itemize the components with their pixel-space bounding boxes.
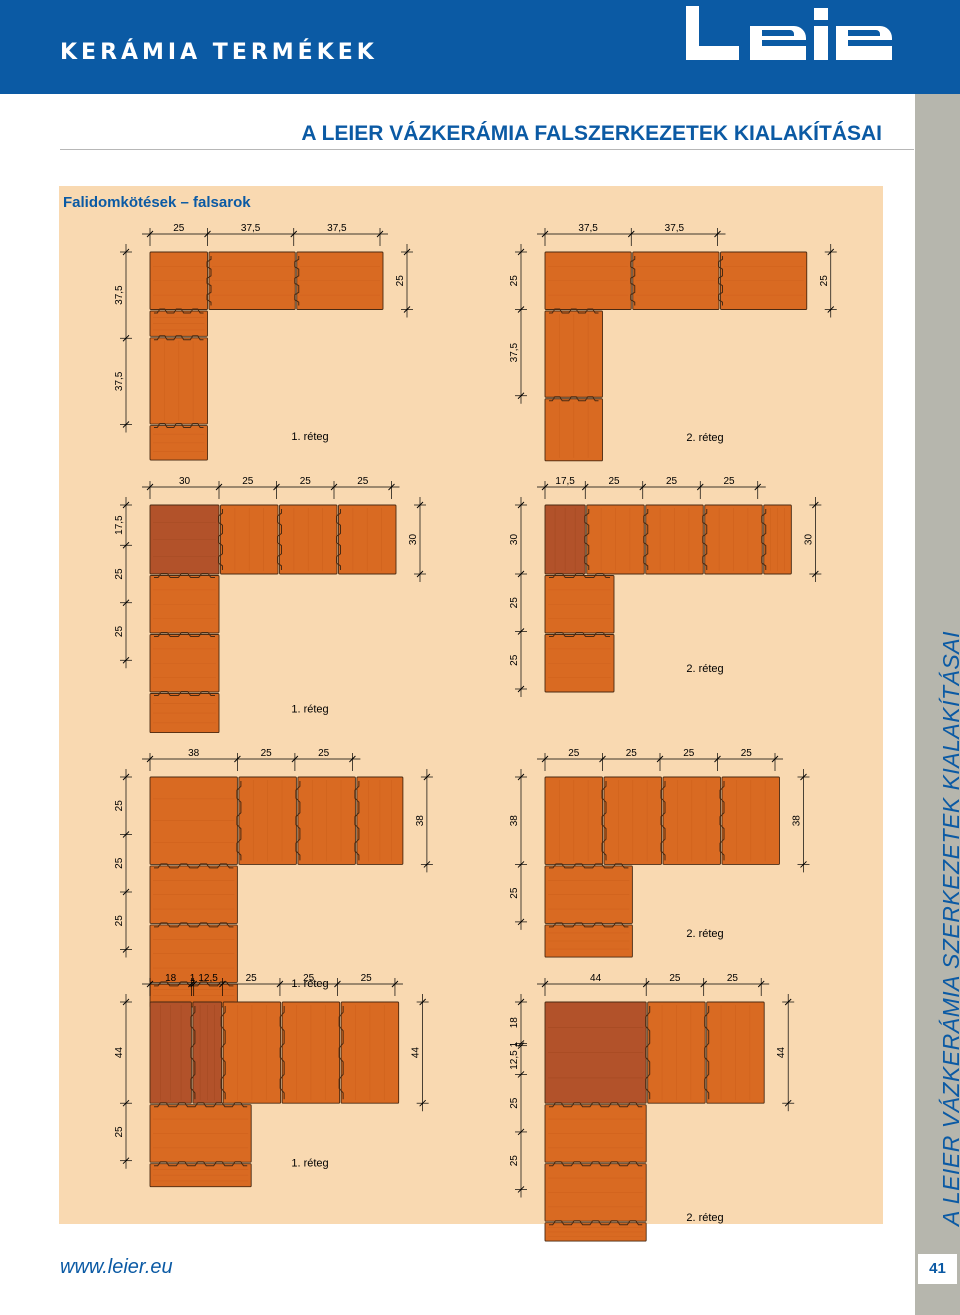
r4-layer1-dim-left-1: 25: [114, 1126, 125, 1138]
r2-layer1-dim-top-3: 25: [357, 476, 369, 487]
r4-layer1-dim-top-2: 12,5: [198, 973, 218, 984]
r3-layer2-dim-top-1: 25: [626, 748, 638, 759]
r4-layer1-dim-top-5: 25: [361, 973, 373, 984]
r2-layer1-dim-left-0: 17,5: [114, 515, 125, 535]
r3-layer1-dim-top-2: 25: [318, 748, 330, 759]
r3-layer2-dim-left-0: 38: [509, 815, 520, 827]
page-number: 41: [929, 1260, 946, 1277]
r3-layer1-dim-left-2: 25: [114, 915, 125, 927]
diagram-r2-layer2: 17,5 25 25 25 30 25 25 30 2. réteg: [509, 476, 822, 697]
leier-logo: [686, 6, 892, 60]
footer-url[interactable]: www.leier.eu: [60, 1256, 173, 1278]
r4-layer2-dim-top-0: 44: [590, 973, 602, 984]
diagram-r2-layer1: 30 25 25 25 17,5 25 25 30 1. réteg: [114, 476, 426, 734]
r2-layer1-dim-left-2: 25: [114, 626, 125, 638]
r2-layer2-dim-right-0: 30: [803, 534, 814, 546]
r2-layer1-dim-left-1: 25: [114, 568, 125, 580]
r2-layer1-dim-top-1: 25: [242, 476, 254, 487]
r4-layer1-dim-top-1: 1: [190, 973, 196, 984]
r4-layer2-layer-label: 2. réteg: [686, 1212, 723, 1224]
r3-layer1-dim-top-1: 25: [261, 748, 273, 759]
diagram-r4-layer2: 44 25 25 18 1 12,5 25 25 44 2. réteg: [509, 973, 795, 1242]
r2-layer2-dim-left-2: 25: [509, 654, 520, 666]
r2-layer2-dim-top-0: 17,5: [555, 476, 575, 487]
r1-layer1-dim-top-0: 25: [173, 223, 185, 234]
r2-layer1-dim-top-2: 25: [300, 476, 312, 487]
r2-layer1-layer-label: 1. réteg: [291, 704, 328, 716]
r3-layer2-dim-top-2: 25: [683, 748, 695, 759]
r1-layer2-layer-label: 2. réteg: [686, 432, 723, 444]
r1-layer1-dim-left-0: 37,5: [114, 285, 125, 305]
r2-layer2-dim-left-1: 25: [509, 597, 520, 609]
title-divider: [60, 149, 914, 150]
r3-layer1-dim-top-0: 38: [188, 748, 200, 759]
section-title: Falidomkötések – falsarok: [63, 194, 251, 211]
header-bar: KERÁMIA TERMÉKEK: [0, 0, 960, 94]
r4-layer1-dim-left-0: 44: [114, 1047, 125, 1059]
r4-layer2-dim-left-1: 1: [509, 1041, 520, 1047]
r4-layer1-dim-right-0: 44: [411, 1047, 422, 1059]
r2-layer2-dim-top-2: 25: [666, 476, 678, 487]
diagram-r4-layer1: 18 1 12,5 25 25 25 44 25 44 1. réteg: [114, 973, 429, 1188]
r1-layer2-dim-top-1: 37,5: [665, 223, 685, 234]
r1-layer1-dim-top-2: 37,5: [327, 223, 347, 234]
r4-layer2-dim-left-3: 25: [509, 1097, 520, 1109]
page-title: A LEIER VÁZKERÁMIA FALSZERKEZETEK KIALAK…: [301, 122, 882, 145]
r3-layer2-dim-left-1: 25: [509, 887, 520, 899]
r4-layer2-dim-top-1: 25: [669, 973, 681, 984]
r4-layer1-dim-top-3: 25: [246, 973, 258, 984]
diagram-r3-layer2: 25 25 25 25 38 25 38 2. réteg: [509, 748, 810, 958]
r4-layer2-dim-left-4: 25: [509, 1155, 520, 1167]
category-title: KERÁMIA TERMÉKEK: [60, 40, 378, 65]
diagram-r1-layer2: 37,5 37,5 25 37,5 25 2. réteg: [509, 223, 837, 462]
r3-layer2-dim-right-0: 38: [792, 815, 803, 827]
r1-layer1-layer-label: 1. réteg: [291, 431, 328, 443]
r4-layer2-dim-right-0: 44: [776, 1047, 787, 1059]
r2-layer1-dim-top-0: 30: [179, 476, 191, 487]
r4-layer1-layer-label: 1. réteg: [291, 1158, 328, 1170]
r3-layer2-dim-top-0: 25: [568, 748, 580, 759]
r3-layer2-layer-label: 2. réteg: [686, 928, 723, 940]
r2-layer2-layer-label: 2. réteg: [686, 663, 723, 675]
r1-layer1-dim-right-0: 25: [395, 275, 406, 287]
r1-layer1-dim-top-1: 37,5: [241, 223, 261, 234]
r3-layer1-dim-left-0: 25: [114, 800, 125, 812]
r1-layer1-dim-left-1: 37,5: [114, 371, 125, 391]
r2-layer2-dim-top-1: 25: [608, 476, 620, 487]
page-number-box: 41: [918, 1254, 957, 1284]
r1-layer2-dim-left-0: 25: [509, 275, 520, 287]
r2-layer2-dim-left-0: 30: [509, 534, 520, 546]
r4-layer2-dim-left-2: 12,5: [509, 1050, 520, 1070]
r1-layer2-dim-top-0: 37,5: [578, 223, 598, 234]
r3-layer2-dim-top-3: 25: [741, 748, 753, 759]
diagram-r1-layer1: 25 37,5 37,5 37,5 37,5 25 1. réteg: [114, 223, 413, 461]
r3-layer1-dim-right-0: 38: [415, 815, 426, 827]
r1-layer2-dim-right-0: 25: [819, 275, 830, 287]
side-strip: [915, 94, 960, 1315]
r4-layer1-dim-top-4: 25: [303, 973, 315, 984]
r4-layer2-dim-left-0: 18: [509, 1017, 520, 1029]
r4-layer1-dim-top-0: 18: [165, 973, 177, 984]
r3-layer1-dim-left-1: 25: [114, 857, 125, 869]
r2-layer2-dim-top-3: 25: [723, 476, 735, 487]
r1-layer2-dim-left-1: 37,5: [509, 342, 520, 362]
r2-layer1-dim-right-0: 30: [408, 534, 419, 546]
r4-layer2-dim-top-2: 25: [727, 973, 739, 984]
